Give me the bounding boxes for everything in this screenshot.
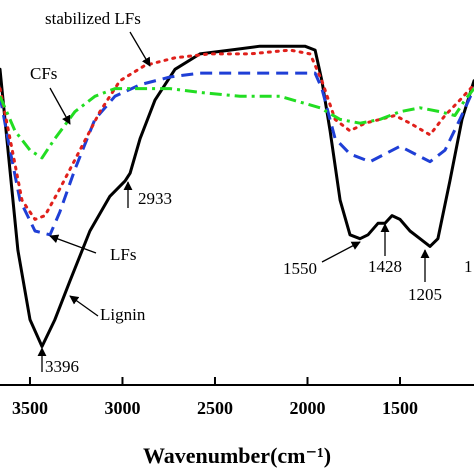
- x-tick-label: 1500: [382, 398, 418, 418]
- legend-arrow: [129, 31, 151, 67]
- x-tick-label: 3000: [104, 398, 140, 418]
- annotation: 1550: [283, 259, 317, 278]
- annotation-arrow: [321, 241, 361, 263]
- x-tick-label: 3500: [12, 398, 48, 418]
- x-tick-label: 2500: [197, 398, 233, 418]
- legend-arrow: [69, 295, 99, 317]
- legend-arrow: [49, 87, 71, 125]
- legend-label: CFs: [30, 64, 57, 83]
- legend-arrow: [49, 234, 97, 254]
- x-axis-title: Wavenumber(cm⁻¹): [143, 443, 331, 468]
- annotation: 3396: [45, 357, 79, 376]
- series-line: [0, 44, 474, 348]
- annotation: 1205: [408, 285, 442, 304]
- x-tick-label: 2000: [289, 398, 325, 418]
- legend-label: stabilized LFs: [45, 9, 141, 28]
- annotation: 2933: [138, 189, 172, 208]
- annotation: 1: [464, 257, 473, 276]
- series-line: [0, 87, 474, 160]
- series-line: [0, 71, 474, 237]
- annotation: 1428: [368, 257, 402, 276]
- series-line: [0, 48, 474, 221]
- legend-label: Lignin: [100, 305, 146, 324]
- legend-label: LFs: [110, 245, 136, 264]
